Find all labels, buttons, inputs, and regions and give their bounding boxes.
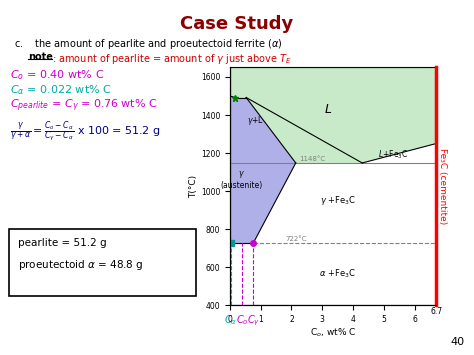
- Text: $\gamma$
(austenite): $\gamma$ (austenite): [220, 169, 263, 190]
- Text: 40: 40: [451, 337, 465, 347]
- Text: $L$: $L$: [324, 103, 332, 116]
- Text: 1148°C: 1148°C: [299, 155, 325, 162]
- Text: note: note: [28, 52, 53, 62]
- Text: $C_\alpha$: $C_\alpha$: [224, 313, 237, 327]
- Text: 6.7: 6.7: [430, 307, 442, 316]
- Text: $C_\gamma$: $C_\gamma$: [247, 313, 260, 328]
- Y-axis label: T(°C): T(°C): [189, 175, 198, 198]
- Text: $C_o$: $C_o$: [236, 313, 248, 327]
- Text: pearlite = 51.2 g: pearlite = 51.2 g: [18, 238, 107, 248]
- Text: $C_{pearlite}$ = $C_\gamma$ = 0.76 wt% C: $C_{pearlite}$ = $C_\gamma$ = 0.76 wt% C: [10, 98, 157, 114]
- FancyBboxPatch shape: [9, 229, 196, 296]
- X-axis label: C$_o$, wt% C: C$_o$, wt% C: [310, 327, 356, 339]
- Text: Case Study: Case Study: [181, 15, 293, 33]
- Text: $\frac{\gamma}{\gamma+\alpha}=\frac{C_o-C_\alpha}{C_\gamma-C_\alpha}$ x 100 = 51: $\frac{\gamma}{\gamma+\alpha}=\frac{C_o-…: [10, 120, 161, 145]
- Text: c.    the amount of pearlite and proeutectoid ferrite ($\alpha$): c. the amount of pearlite and proeutecto…: [14, 37, 283, 51]
- Text: $C_\alpha$ = 0.022 wt% C: $C_\alpha$ = 0.022 wt% C: [10, 83, 112, 97]
- Polygon shape: [230, 96, 296, 243]
- Text: 722°C: 722°C: [285, 236, 307, 242]
- Text: $\gamma$+L: $\gamma$+L: [246, 114, 264, 127]
- Text: proeutectoid $\alpha$ = 48.8 g: proeutectoid $\alpha$ = 48.8 g: [18, 258, 144, 272]
- Polygon shape: [230, 67, 436, 163]
- Text: $C_o$ = 0.40 wt% C: $C_o$ = 0.40 wt% C: [10, 68, 104, 82]
- Text: $\alpha$ +Fe$_3$C: $\alpha$ +Fe$_3$C: [319, 268, 356, 280]
- Text: $\gamma$ +Fe$_3$C: $\gamma$ +Fe$_3$C: [319, 194, 356, 207]
- Y-axis label: Fe₃C (cementite): Fe₃C (cementite): [438, 148, 447, 224]
- Text: $L$+Fe$_3$C: $L$+Fe$_3$C: [378, 149, 408, 161]
- Text: : amount of pearlite = amount of $\gamma$ just above $T_E$: : amount of pearlite = amount of $\gamma…: [52, 52, 292, 66]
